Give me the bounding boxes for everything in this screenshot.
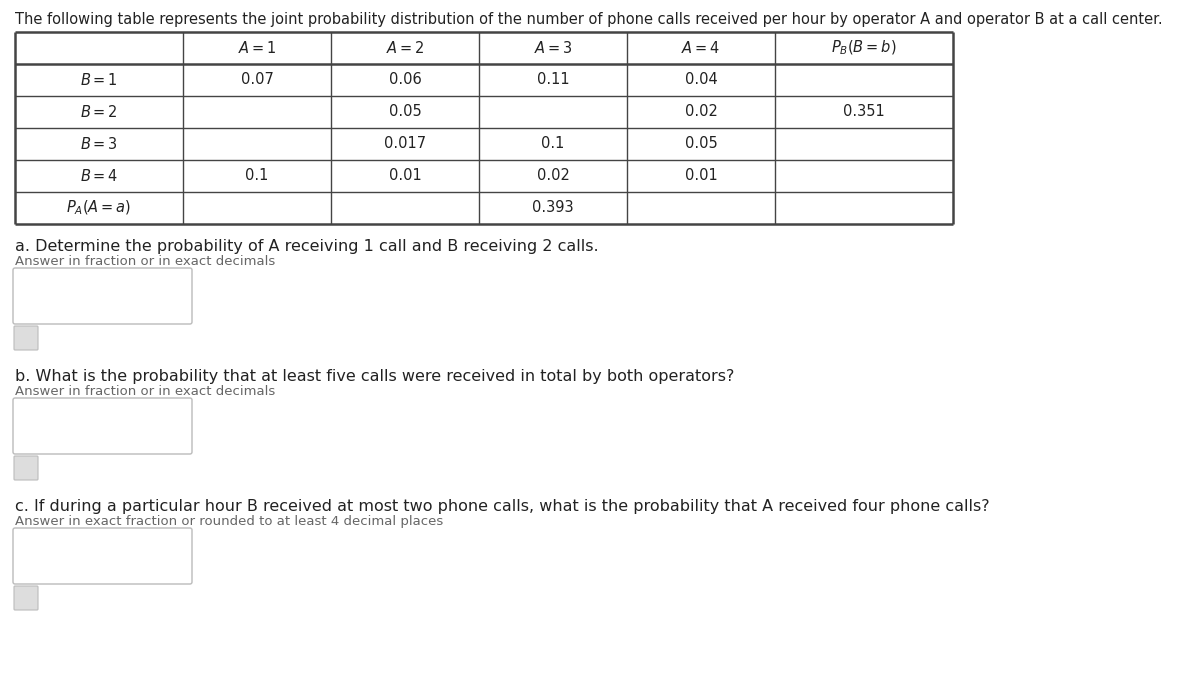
Text: 0.1: 0.1 [245,168,269,183]
Text: 0.017: 0.017 [384,136,426,151]
Text: $B=1$: $B=1$ [80,72,118,88]
Text: 0.393: 0.393 [532,201,574,216]
Text: 0.06: 0.06 [389,72,421,87]
Text: $B=4$: $B=4$ [80,168,118,184]
FancyBboxPatch shape [14,586,38,610]
Text: $A=1$: $A=1$ [238,40,276,56]
Text: The following table represents the joint probability distribution of the number : The following table represents the joint… [14,12,1163,27]
Text: $B=2$: $B=2$ [80,104,118,120]
Text: 0.351: 0.351 [844,104,884,119]
FancyBboxPatch shape [13,268,192,324]
Text: b. What is the probability that at least five calls were received in total by bo: b. What is the probability that at least… [14,369,734,384]
Text: c. If during a particular hour B received at most two phone calls, what is the p: c. If during a particular hour B receive… [14,499,990,514]
Text: Answer in exact fraction or rounded to at least 4 decimal places: Answer in exact fraction or rounded to a… [14,515,443,528]
Text: $A=4$: $A=4$ [682,40,720,56]
FancyBboxPatch shape [14,326,38,350]
Text: 0.05: 0.05 [389,104,421,119]
Text: 0.05: 0.05 [685,136,718,151]
Text: 0.1: 0.1 [541,136,565,151]
FancyBboxPatch shape [13,398,192,454]
Text: Answer in fraction or in exact decimals: Answer in fraction or in exact decimals [14,385,275,398]
Text: 0.04: 0.04 [685,72,718,87]
FancyBboxPatch shape [14,456,38,480]
Text: 0.11: 0.11 [536,72,569,87]
Text: 0.02: 0.02 [684,104,718,119]
Text: 0.07: 0.07 [240,72,274,87]
Text: 0.01: 0.01 [389,168,421,183]
Text: $B=3$: $B=3$ [80,136,118,152]
FancyBboxPatch shape [13,528,192,584]
Text: $A=3$: $A=3$ [534,40,572,56]
Text: $A=2$: $A=2$ [385,40,425,56]
Text: $P_B(B=b)$: $P_B(B=b)$ [832,39,896,57]
Text: a. Determine the probability of A receiving 1 call and B receiving 2 calls.: a. Determine the probability of A receiv… [14,239,599,254]
Text: 0.01: 0.01 [685,168,718,183]
Text: Answer in fraction or in exact decimals: Answer in fraction or in exact decimals [14,255,275,268]
Text: $P_A(A=a)$: $P_A(A=a)$ [66,198,132,217]
Text: 0.02: 0.02 [536,168,570,183]
